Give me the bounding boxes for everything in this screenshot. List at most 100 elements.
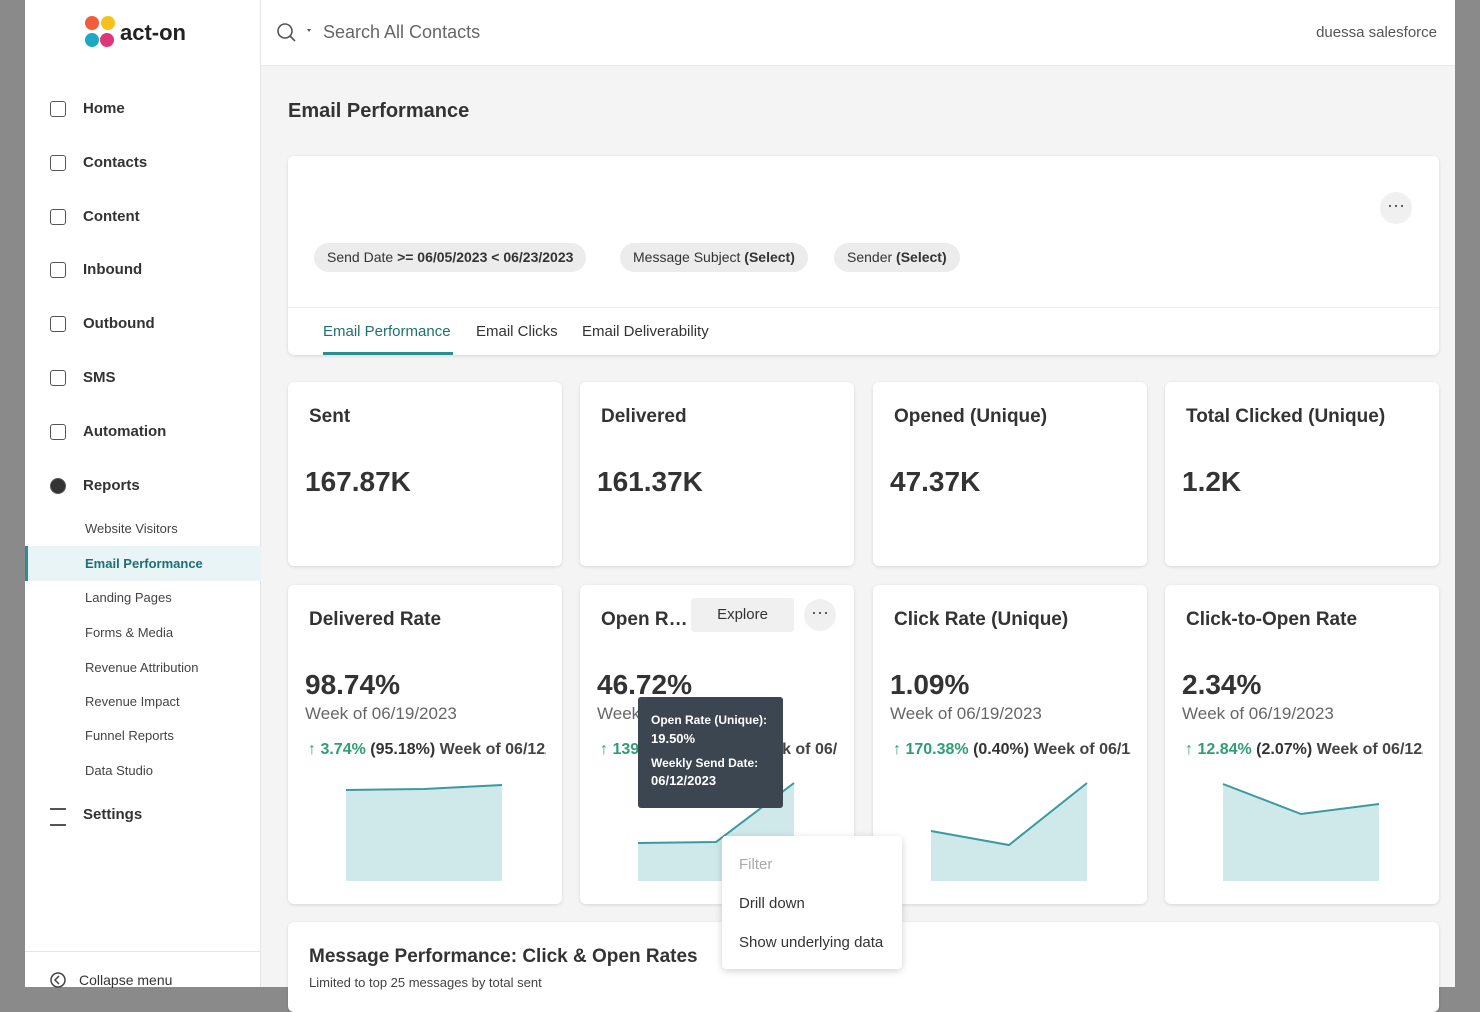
nav-icon <box>50 101 66 117</box>
explore-button[interactable]: Explore <box>691 598 794 632</box>
kpi-title: Delivered <box>601 406 687 427</box>
rate-period: Week of 06/19/2023 <box>890 704 1042 723</box>
search-input[interactable]: Search All Contacts <box>323 22 481 42</box>
rate-previous: (0.40%) <box>973 741 1030 758</box>
nav-item[interactable]: Contacts <box>83 154 148 171</box>
active-highlight <box>25 546 263 581</box>
rate-previous: (95.18%) <box>370 741 436 758</box>
tooltip: Open Rate (Unique): 19.50% Weekly Send Dat… <box>638 697 783 808</box>
kpi-title: Total Clicked (Unique) <box>1186 406 1386 427</box>
nav-item[interactable]: Reports <box>83 477 140 494</box>
tab[interactable]: Email Clicks <box>476 323 558 340</box>
bottom-card-title: Message Performance: Click & Open Rates <box>309 946 698 967</box>
sidebar: act-on Settings Collapse menu Home Contac… <box>25 0 263 988</box>
sparkline-line <box>345 784 503 791</box>
filter-chip[interactable]: Send Date >= 06/05/2023 < 06/23/2023 <box>314 243 587 272</box>
page: act-on Settings Collapse menu Home Contac… <box>25 0 1455 1012</box>
nav-icon <box>50 262 66 278</box>
rate-card: Click Rate (Unique) 1.09% Week of 06/19/20… <box>873 585 1147 904</box>
rate-change-value: 170.38% <box>905 741 969 758</box>
nav-item[interactable]: Home <box>83 100 125 117</box>
nav-icon <box>50 808 66 826</box>
brand: act-on <box>120 20 186 45</box>
rate-value: 1.09% <box>890 669 970 700</box>
nav-item[interactable]: Inbound <box>83 261 143 278</box>
filter-chip[interactable]: Sender (Select) <box>834 243 960 272</box>
tooltip-text: 19.50% <box>651 731 696 746</box>
sparkline-area <box>1223 784 1379 881</box>
rate-change: ↑ 12.84% <box>1185 741 1252 758</box>
rate-value: 98.74% <box>305 669 400 700</box>
sparkline <box>1222 783 1380 881</box>
kpi-card: Total Clicked (Unique) 1.2K <box>1165 382 1439 566</box>
page-title: Email Performance <box>288 100 470 122</box>
tab[interactable]: Email Deliverability <box>582 323 709 340</box>
kpi-title: Opened (Unique) <box>894 406 1048 427</box>
sub-nav-item[interactable]: Website Visitors <box>85 521 178 536</box>
kpi-card: Opened (Unique) 47.37K <box>873 382 1147 566</box>
filter-value: >= 06/05/2023 < 06/23/2023 <box>397 249 574 265</box>
rate-compare: Week of 06/12/2023 <box>1033 741 1131 758</box>
tooltip-text: Open Rate (Unique): <box>651 713 767 727</box>
rate-card: Click-to-Open Rate 2.34% Week of 06/19/202… <box>1165 585 1439 904</box>
filter-label: Sender <box>847 249 893 265</box>
nav-item[interactable]: SMS <box>83 369 116 386</box>
kpi-value: 1.2K <box>1182 466 1242 497</box>
main: Email Performance ··· Send Date >= 06/05… <box>261 66 1455 1012</box>
tab[interactable]: Email Performance <box>323 323 451 340</box>
sub-nav-item[interactable]: Funnel Reports <box>85 728 174 743</box>
rate-change: ↑ 3.74% <box>308 741 366 758</box>
sub-nav-item[interactable]: Forms & Media <box>85 625 174 640</box>
nav-icon <box>50 478 66 494</box>
filter-label: Message Subject <box>633 249 741 265</box>
rate-previous: (2.07%) <box>1256 741 1313 758</box>
divider <box>25 951 260 952</box>
sub-nav-item[interactable]: Email Performance <box>85 556 203 571</box>
more-button[interactable]: ··· <box>804 599 836 631</box>
nav-icon <box>50 424 66 440</box>
context-menu: Filter Drill down Show underlying data <box>722 836 902 969</box>
collapse-menu[interactable]: Collapse menu <box>79 972 173 988</box>
nav-icon <box>50 370 66 386</box>
sub-nav-item[interactable]: Data Studio <box>85 763 153 778</box>
menu-item[interactable]: Show underlying data <box>739 934 884 951</box>
nav-item[interactable]: Automation <box>83 423 167 440</box>
sub-nav-item[interactable]: Landing Pages <box>85 590 172 605</box>
menu-item[interactable]: Drill down <box>739 895 805 912</box>
rate-change: ↑ 170.38% <box>893 741 969 758</box>
menu-item: Filter <box>739 856 773 873</box>
sub-nav-item[interactable]: Revenue Impact <box>85 694 180 709</box>
logo-icon <box>85 16 115 47</box>
filter-card: ··· Send Date >= 06/05/2023 < 06/23/2023… <box>288 156 1439 355</box>
tab-underline <box>323 352 453 355</box>
rate-comparison: ↑ 3.74% (95.18%) Week of 06/12/2023 <box>308 741 546 759</box>
nav-item[interactable]: Settings <box>83 806 143 823</box>
filter-value: (Select) <box>896 249 947 265</box>
user-name[interactable]: duessa salesforce <box>1316 24 1437 41</box>
tooltip-text: Weekly Send Date: <box>651 756 759 770</box>
divider <box>288 307 1439 308</box>
more-button[interactable]: ··· <box>1380 192 1412 224</box>
bottom-card-subtitle: Limited to top 25 messages by total sent <box>309 975 542 990</box>
sparkline <box>930 782 1088 881</box>
sub-nav-item[interactable]: Revenue Attribution <box>85 660 199 675</box>
collapse-icon <box>50 972 66 988</box>
top-bar: Search All Contacts duessa salesforce <box>261 0 1455 66</box>
sparkline-area <box>931 783 1087 881</box>
search-icon[interactable] <box>276 22 316 44</box>
filter-chip[interactable]: Message Subject (Select) <box>620 243 808 272</box>
sparkline <box>345 784 503 881</box>
rate-value: 46.72% <box>597 669 692 700</box>
rate-compare: Week of 06/12/2023 <box>439 741 546 758</box>
rate-value: 2.34% <box>1182 669 1262 700</box>
sparkline-line <box>1222 783 1380 816</box>
kpi-card: Delivered 161.37K <box>580 382 854 566</box>
kpi-card: Sent 167.87K <box>288 382 562 566</box>
kpi-value: 47.37K <box>890 466 981 497</box>
tooltip-text: 06/12/2023 <box>651 773 717 788</box>
nav-item[interactable]: Content <box>83 208 140 225</box>
rate-compare: Week of 06/12/2023 <box>1316 741 1423 758</box>
nav-item[interactable]: Outbound <box>83 315 155 332</box>
rate-comparison: ↑ 170.38% (0.40%) Week of 06/12/2023 <box>893 741 1131 759</box>
sparkline-line <box>930 782 1088 847</box>
